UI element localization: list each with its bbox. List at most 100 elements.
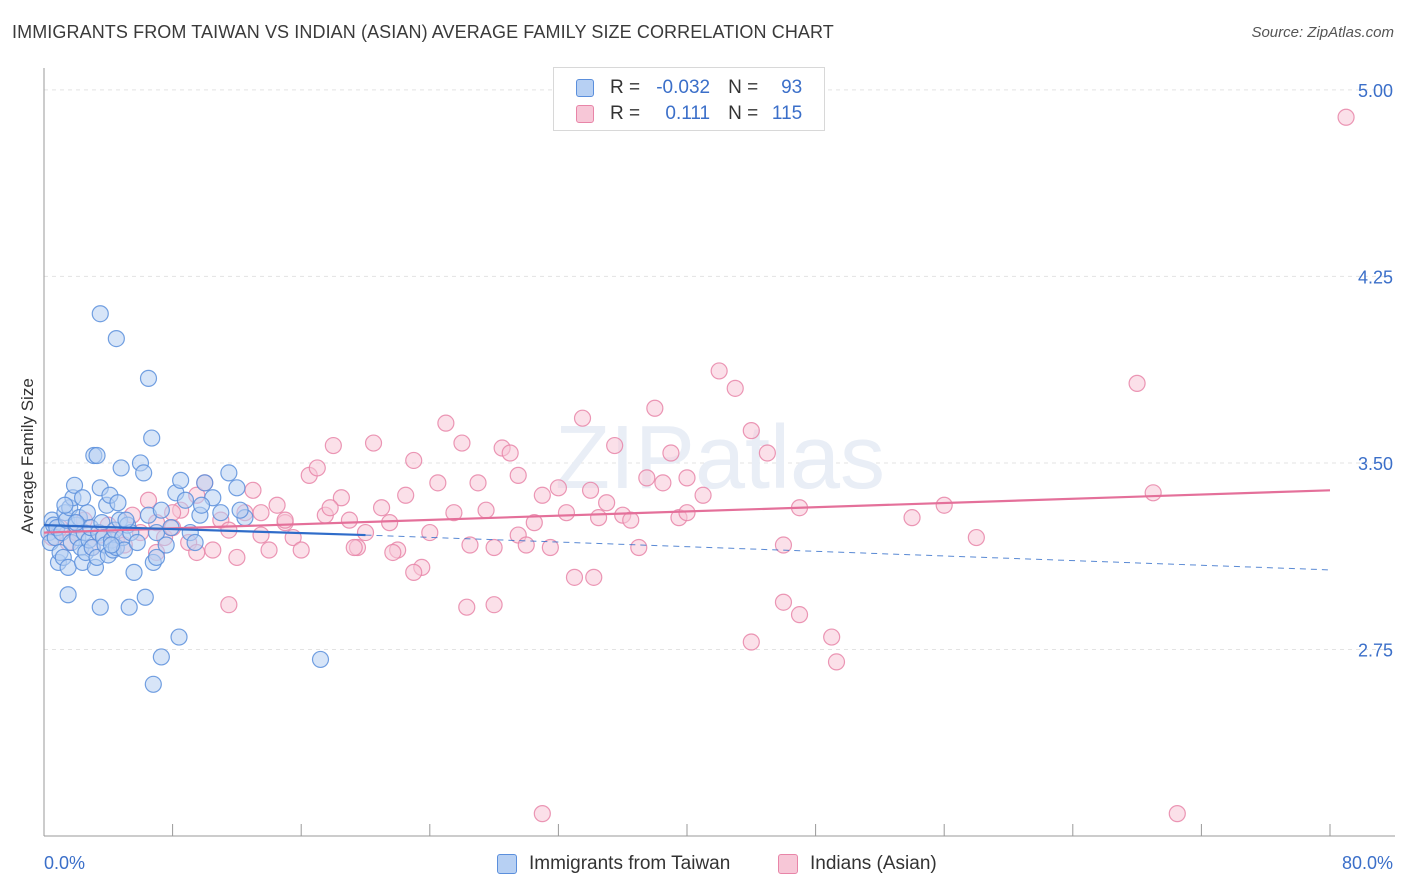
legend-row-taiwan: R = -0.032 N = 93 <box>576 76 802 100</box>
taiwan-point <box>176 491 195 509</box>
indian-point <box>935 496 953 514</box>
indian-point <box>384 543 402 562</box>
indian-point <box>774 536 793 554</box>
indian-point <box>437 414 455 432</box>
indian-point <box>638 469 656 487</box>
indian-point <box>823 628 841 646</box>
indian-point <box>405 451 423 470</box>
taiwan-swatch <box>576 79 594 97</box>
taiwan-point <box>107 329 125 348</box>
indian-point <box>364 434 383 452</box>
indian-point <box>573 409 592 427</box>
indian-point <box>533 486 551 504</box>
indian-point <box>453 434 471 452</box>
indian-point <box>356 523 375 542</box>
indian-point <box>678 469 696 487</box>
legend-r-label: R = <box>610 103 641 124</box>
y-tick-label: 4.25 <box>1358 267 1393 287</box>
indian-point <box>790 606 809 624</box>
taiwan-point <box>59 558 77 577</box>
taiwan-point <box>143 429 161 447</box>
indian-point <box>742 633 760 651</box>
taiwan-point <box>136 588 154 606</box>
indian-point <box>332 489 350 507</box>
indian-point <box>557 504 576 522</box>
indian-point <box>622 511 640 529</box>
indian-point <box>589 509 608 527</box>
taiwan-point <box>109 494 127 512</box>
indian-point <box>509 466 527 484</box>
legend-n-label: N = <box>728 103 759 124</box>
indian-point <box>421 523 439 542</box>
x-tick-label: 80.0% <box>1342 853 1393 873</box>
taiwan-point <box>139 369 158 387</box>
indian-point <box>345 538 363 557</box>
indian-point <box>903 509 921 527</box>
indian-point <box>308 459 326 477</box>
legend-row-indian: R = 0.111 N = 115 <box>576 102 802 126</box>
taiwan-point <box>196 474 214 492</box>
indian-point <box>827 653 846 671</box>
indian-point <box>565 568 584 586</box>
data-points <box>40 108 1355 823</box>
indian-point <box>372 499 391 517</box>
x-tick-label: 0.0% <box>44 853 85 873</box>
indian-point <box>541 538 559 557</box>
y-tick-label: 2.75 <box>1358 640 1393 660</box>
taiwan-point <box>172 471 190 489</box>
taiwan-trend-line <box>43 524 366 537</box>
indian-point <box>549 479 568 497</box>
taiwan-point <box>144 675 162 693</box>
taiwan-point <box>128 533 146 552</box>
indian-point <box>485 538 503 557</box>
indian-point <box>397 486 415 504</box>
indian-point <box>324 436 342 455</box>
trend-lines <box>43 489 1331 571</box>
bottom-legend-indian: Indians (Asian) <box>778 851 937 877</box>
bottom-legend-label: Immigrants from Taiwan <box>529 853 731 874</box>
taiwan-point <box>231 501 249 519</box>
taiwan-point <box>135 464 153 482</box>
indian-point <box>501 444 519 462</box>
indian-point <box>292 541 310 559</box>
indian-point <box>525 514 543 532</box>
indian-point <box>220 596 238 614</box>
indian-point <box>321 499 339 517</box>
indian-point <box>598 494 616 512</box>
legend-r-value: 0.111 <box>665 103 711 124</box>
indian-point <box>228 548 246 567</box>
taiwan-point <box>220 464 238 482</box>
indian-point <box>758 444 776 462</box>
chart-title: IMMIGRANTS FROM TAIWAN VS INDIAN (ASIAN)… <box>12 22 834 42</box>
indian-swatch <box>576 105 594 123</box>
taiwan-point <box>56 496 74 514</box>
indian-trend-line <box>43 489 1331 534</box>
taiwan-point <box>152 501 170 519</box>
indian-point <box>458 598 476 616</box>
indian-point <box>630 538 648 557</box>
taiwan-point <box>186 533 204 552</box>
taiwan-point <box>112 459 130 477</box>
y-axis-label: Average Family Size <box>18 378 37 534</box>
indian-point <box>252 504 270 522</box>
taiwan-point <box>102 536 121 554</box>
taiwan-point <box>91 305 109 323</box>
legend-r-value: -0.032 <box>656 77 711 98</box>
legend-n-label: N = <box>728 77 759 98</box>
taiwan-point <box>125 563 143 581</box>
indian-point <box>252 526 270 544</box>
taiwan-point <box>65 476 84 494</box>
taiwan-point <box>88 446 106 465</box>
indian-point <box>445 504 463 522</box>
indian-point <box>662 444 680 462</box>
y-tick-label: 5.00 <box>1358 81 1393 101</box>
indian-point <box>244 481 262 499</box>
taiwan-point <box>59 586 77 604</box>
indian-point <box>654 474 672 492</box>
indian-point <box>340 511 359 529</box>
taiwan-point <box>192 496 211 514</box>
stats-legend: R = -0.032 N = 93 R = 0.111 N = 115 <box>553 67 825 131</box>
indian-point <box>585 568 603 586</box>
indian-point <box>533 805 551 823</box>
